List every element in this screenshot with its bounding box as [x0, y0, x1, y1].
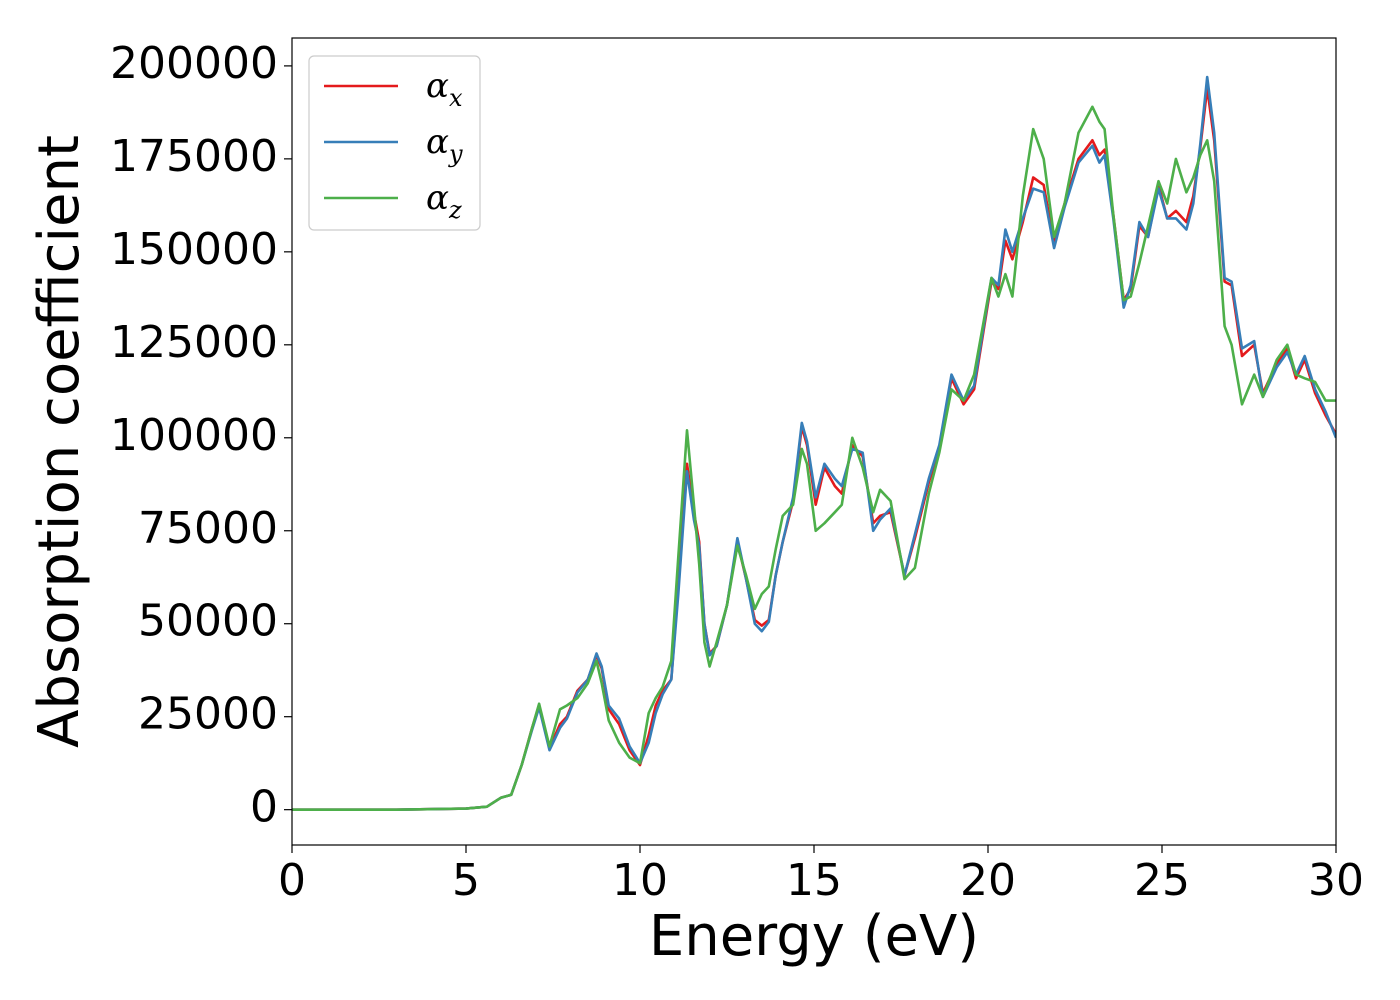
x-tick-label: 25 [1134, 855, 1190, 906]
series-layer [292, 75, 1336, 811]
y-tick-label: 0 [250, 782, 278, 833]
y-tick-label: 50000 [138, 596, 278, 647]
y-tick-label: 100000 [110, 410, 278, 461]
y-tick-label: 125000 [110, 317, 278, 368]
legend-item-z: αz [324, 178, 462, 224]
legend-label-subscript: y [448, 140, 463, 168]
legend-label-subscript: x [449, 84, 463, 112]
legend-label: αx [426, 66, 463, 112]
legend-label-subscript: z [448, 196, 462, 224]
legend-label: αz [426, 178, 462, 224]
x-tick-label: 15 [786, 855, 842, 906]
legend-item-x: αx [324, 66, 463, 112]
y-tick-label: 75000 [138, 503, 278, 554]
y-axis-label: Absorption coefficient [27, 135, 92, 748]
x-axis-label: Energy (eV) [649, 904, 979, 969]
legend-label: αy [426, 122, 463, 168]
legend-label-symbol: α [426, 122, 449, 162]
series-line-z [292, 105, 1336, 811]
y-tick-label: 25000 [138, 689, 278, 740]
x-axis: 0 5 10 15 20 25 30 [278, 845, 1364, 906]
y-tick-label: 200000 [110, 38, 278, 89]
legend-label-symbol: α [426, 66, 449, 106]
x-tick-label: 20 [960, 855, 1016, 906]
legend-item-y: αy [324, 122, 463, 168]
x-tick-label: 0 [278, 855, 306, 906]
legend-label-symbol: α [426, 178, 449, 218]
y-axis: 0 25000 50000 75000 100000 125000 150000 175000… [110, 38, 292, 833]
y-tick-label: 150000 [110, 224, 278, 275]
x-tick-label: 5 [452, 855, 480, 906]
y-tick-label: 175000 [110, 131, 278, 182]
x-tick-label: 10 [612, 855, 668, 906]
x-tick-label: 30 [1308, 855, 1364, 906]
